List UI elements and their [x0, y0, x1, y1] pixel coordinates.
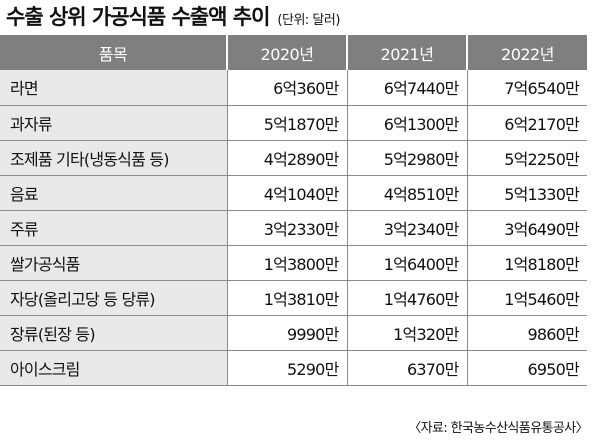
table-row: 자당(올리고당 등 당류) 1억3810만 1억4760만 1억5460만	[0, 279, 587, 315]
value-cell-2020: 3억2330만	[226, 209, 347, 245]
value-cell-2020: 9990만	[226, 314, 347, 350]
value-cell-2021: 5억2980만	[346, 139, 467, 175]
value-cell-2020: 6억360만	[226, 70, 347, 105]
table-row: 장류(된장 등) 9990만 1억320만 9860만	[0, 314, 587, 350]
value-cell-2022: 5억1330만	[466, 174, 587, 210]
export-table: 품목 2020년 2021년 2022년 라면 6억360만 6억7440만 7…	[0, 35, 587, 386]
table-body: 라면 6억360만 6억7440만 7억6540만 과자류 5억1870만 6억…	[0, 70, 587, 386]
column-header-2021: 2021년	[346, 35, 467, 70]
value-cell-2022: 5억2250만	[466, 139, 587, 175]
value-cell-2022: 9860만	[466, 314, 587, 350]
source-note: 〈자료: 한국농수산식품유통공사〉	[408, 421, 588, 436]
table-row: 쌀가공식품 1억3800만 1억6400만 1억8180만	[0, 244, 587, 280]
value-cell-2021: 1억6400만	[346, 244, 467, 280]
item-cell: 조제품 기타(냉동식품 등)	[0, 139, 227, 175]
column-header-2020: 2020년	[226, 35, 347, 70]
item-cell: 과자류	[0, 104, 227, 140]
value-cell-2021: 6억7440만	[346, 70, 467, 105]
value-cell-2020: 4억2890만	[226, 139, 347, 175]
item-cell: 라면	[0, 70, 227, 105]
value-cell-2022: 1억8180만	[466, 244, 587, 280]
table-row: 음료 4억1040만 4억8510만 5억1330만	[0, 174, 587, 210]
value-cell-2021: 6370만	[346, 349, 467, 386]
value-cell-2020: 1억3810만	[226, 279, 347, 315]
table-row: 과자류 5억1870만 6억1300만 6억2170만	[0, 104, 587, 140]
value-cell-2021: 6억1300만	[346, 104, 467, 140]
value-cell-2022: 6억2170만	[466, 104, 587, 140]
value-cell-2022: 1억5460만	[466, 279, 587, 315]
unit-label: (단위: 달러)	[277, 13, 340, 28]
table-row: 라면 6억360만 6억7440만 7억6540만	[0, 70, 587, 105]
item-cell: 쌀가공식품	[0, 244, 227, 280]
table-header: 품목 2020년 2021년 2022년	[0, 35, 587, 70]
page-title: 수출 상위 가공식품 수출액 추이	[6, 5, 270, 29]
value-cell-2021: 1억4760만	[346, 279, 467, 315]
table-row: 조제품 기타(냉동식품 등) 4억2890만 5억2980만 5억2250만	[0, 139, 587, 175]
header-row: 품목 2020년 2021년 2022년	[0, 35, 587, 70]
item-cell: 자당(올리고당 등 당류)	[0, 279, 227, 315]
value-cell-2020: 5290만	[226, 349, 347, 386]
column-header-item: 품목	[0, 35, 227, 70]
value-cell-2021: 1억320만	[346, 314, 467, 350]
value-cell-2020: 4억1040만	[226, 174, 347, 210]
table-row: 아이스크림 5290만 6370만 6950만	[0, 349, 587, 386]
value-cell-2020: 1억3800만	[226, 244, 347, 280]
item-cell: 주류	[0, 209, 227, 245]
column-header-2022: 2022년	[466, 35, 587, 70]
item-cell: 음료	[0, 174, 227, 210]
value-cell-2022: 3억6490만	[466, 209, 587, 245]
value-cell-2020: 5억1870만	[226, 104, 347, 140]
value-cell-2021: 4억8510만	[346, 174, 467, 210]
table-row: 주류 3억2330만 3억2340만 3억6490만	[0, 209, 587, 245]
item-cell: 장류(된장 등)	[0, 314, 227, 350]
value-cell-2022: 7억6540만	[466, 70, 587, 105]
value-cell-2022: 6950만	[466, 349, 587, 386]
item-cell: 아이스크림	[0, 349, 227, 386]
title-block: 수출 상위 가공식품 수출액 추이 (단위: 달러)	[6, 0, 340, 34]
value-cell-2021: 3억2340만	[346, 209, 467, 245]
